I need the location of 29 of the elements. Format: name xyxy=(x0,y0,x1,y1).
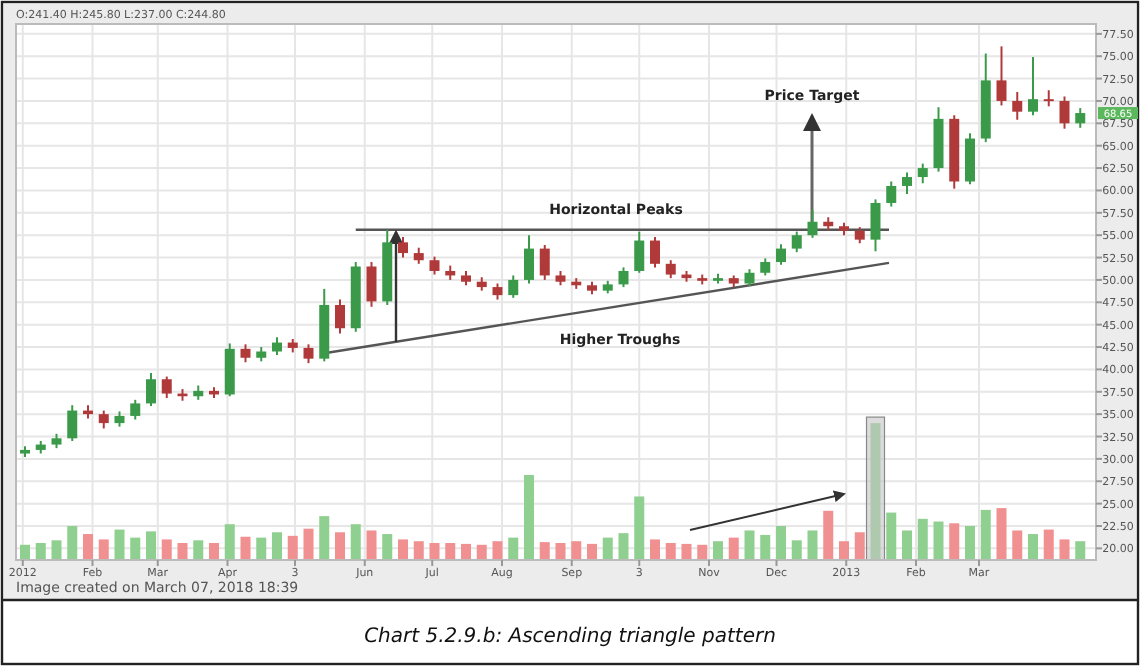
candlestick xyxy=(366,261,377,308)
candlestick xyxy=(996,45,1007,107)
candlestick xyxy=(1059,95,1070,130)
candlestick xyxy=(524,234,534,285)
candlestick xyxy=(776,243,786,266)
candlestick xyxy=(1028,56,1038,117)
candlestick xyxy=(130,398,141,421)
candlestick xyxy=(224,342,235,398)
candlestick xyxy=(650,235,660,269)
candlestick xyxy=(146,371,156,408)
candlestick xyxy=(67,404,78,442)
text: Chart 5.2.9.b: Ascending triangle pattern xyxy=(364,626,776,648)
candlestick xyxy=(161,375,172,400)
candlestick xyxy=(335,298,345,335)
candlestick xyxy=(886,180,897,208)
candlestick xyxy=(1075,107,1086,129)
candlestick xyxy=(508,274,519,299)
candlestick xyxy=(965,132,975,186)
candlestick xyxy=(539,244,550,281)
candlestick xyxy=(618,266,629,289)
candlestick xyxy=(634,230,645,274)
candlestick xyxy=(917,162,928,185)
candlestick xyxy=(303,343,314,365)
candlestick xyxy=(902,171,912,196)
candlestick xyxy=(870,198,881,253)
candlestick xyxy=(791,230,802,254)
candlestick xyxy=(398,235,408,259)
candlestick xyxy=(807,209,818,239)
candlestick xyxy=(1012,91,1023,121)
